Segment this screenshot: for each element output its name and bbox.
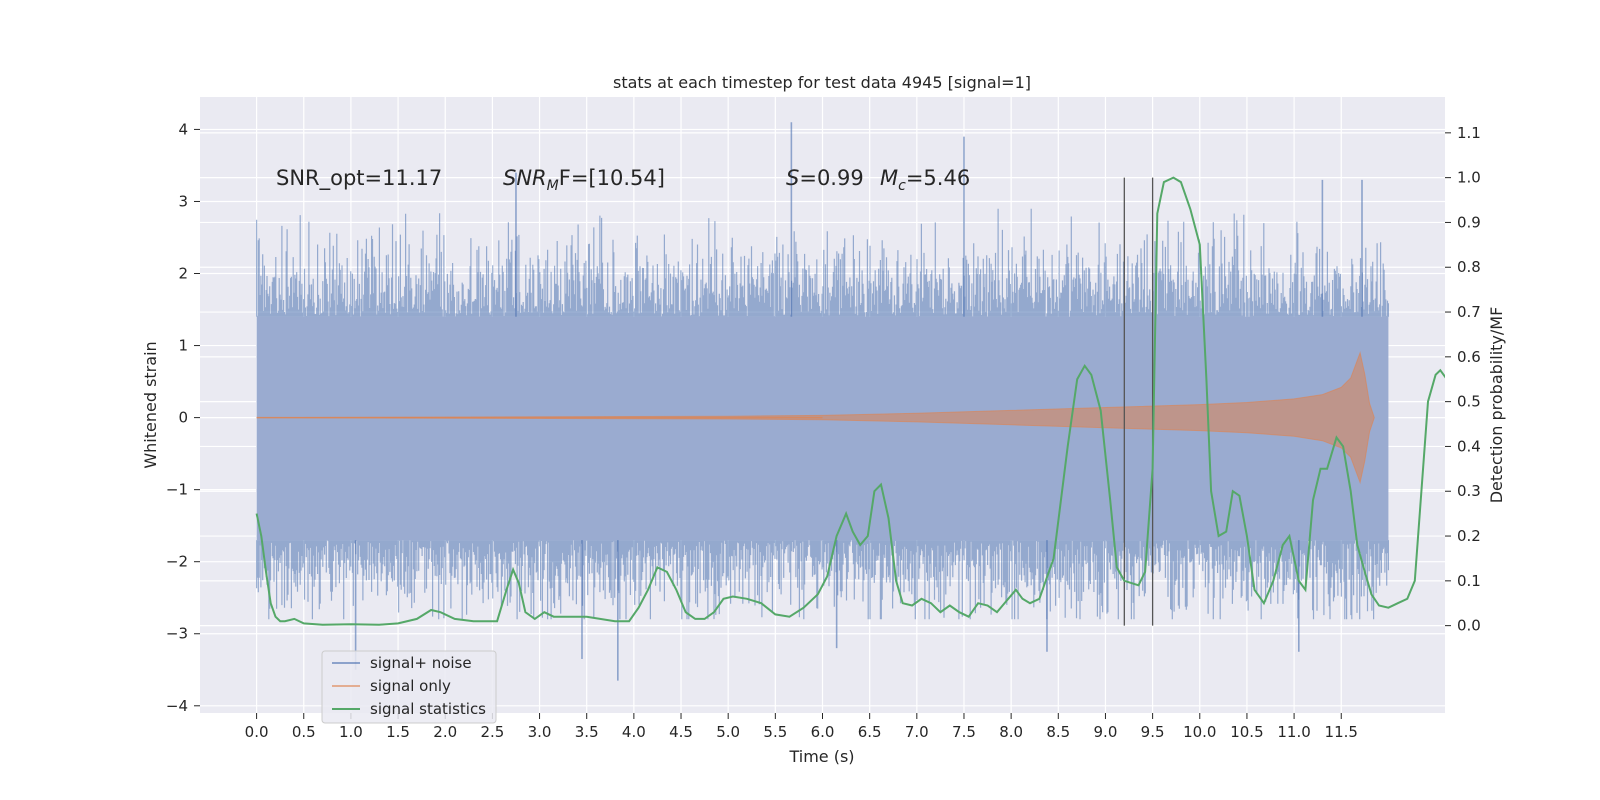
- annotation-mc-subscript: c: [898, 178, 906, 194]
- y-right-tick-label: 0.6: [1457, 348, 1481, 366]
- y-right-tick-label: 0.1: [1457, 572, 1481, 590]
- x-tick-label: 2.0: [433, 723, 457, 741]
- x-tick-label: 11.0: [1277, 723, 1310, 741]
- y-tick-label: 1: [178, 337, 188, 355]
- y-right-tick-label: 0.4: [1457, 437, 1481, 455]
- annotation-snr-opt: SNR_opt=11.17: [276, 166, 442, 191]
- y-right-tick-label: 0.2: [1457, 527, 1481, 545]
- legend-box: [321, 650, 497, 724]
- y-axis-right-label: Detection probability/MF: [1487, 307, 1506, 504]
- y-right-tick-label: 0.3: [1457, 482, 1481, 500]
- y-right-tick-label: 1.1: [1457, 124, 1481, 142]
- annotation-mc: Mc=5.46: [880, 166, 970, 194]
- x-tick-label: 8.0: [999, 723, 1023, 741]
- annotation-snr-mf: SNRMF=[10.54]: [503, 166, 665, 194]
- y-tick-label: −2: [166, 553, 188, 571]
- x-tick-label: 10.5: [1230, 723, 1263, 741]
- data-layer: [255, 122, 1445, 681]
- x-tick-label: 4.0: [622, 723, 646, 741]
- legend: signal+ noise signal only signal statist…: [321, 650, 497, 724]
- x-tick-label: 3.5: [575, 723, 599, 741]
- noise-series: [256, 208, 1389, 620]
- annotation-mc-symbol: M: [880, 166, 898, 190]
- annotation-snr-mf-value: F=[10.54]: [559, 166, 665, 190]
- x-axis-label: Time (s): [788, 747, 854, 766]
- x-tick-label: 9.0: [1094, 723, 1118, 741]
- y-right-tick-label: 0.5: [1457, 393, 1481, 411]
- y-tick-label: 2: [178, 265, 188, 283]
- x-tick-label: 6.0: [811, 723, 835, 741]
- annotation-s-value: =0.99: [799, 166, 863, 190]
- x-tick-label: 1.5: [386, 723, 410, 741]
- x-tick-label: 2.5: [480, 723, 504, 741]
- x-tick-label: 0.0: [245, 723, 269, 741]
- x-tick-label: 8.5: [1046, 723, 1070, 741]
- x-tick-label: 3.0: [528, 723, 552, 741]
- y-tick-label: 3: [178, 192, 188, 210]
- annotation-s: S=0.99: [786, 166, 864, 190]
- signal-statistics-series: [255, 176, 1445, 626]
- legend-label-statistics: signal statistics: [370, 700, 486, 718]
- annotation-snr-mf-symbol: SNR: [503, 166, 547, 190]
- x-tick-label: 5.0: [716, 723, 740, 741]
- y-axis-label: Whitened strain: [141, 341, 160, 468]
- x-tick-label: 11.5: [1325, 723, 1358, 741]
- y-tick-label: 4: [178, 120, 188, 138]
- annotation-s-symbol: S: [786, 166, 799, 190]
- annotation-mc-value: =5.46: [906, 166, 970, 190]
- y-right-tick-label: 0.7: [1457, 303, 1481, 321]
- x-tick-label: 10.0: [1183, 723, 1216, 741]
- legend-label-noise: signal+ noise: [370, 654, 472, 672]
- y-tick-label: −1: [166, 481, 188, 499]
- y-right-tick-label: 0.8: [1457, 258, 1481, 276]
- y-right-tick-label: 0.9: [1457, 213, 1481, 231]
- x-tick-label: 0.5: [292, 723, 316, 741]
- y-tick-label: 0: [178, 409, 188, 427]
- x-tick-label: 1.0: [339, 723, 363, 741]
- annotation-snr-mf-subscript: M: [547, 178, 559, 194]
- x-tick-label: 7.5: [952, 723, 976, 741]
- y-right-tick-label: 0.0: [1457, 617, 1481, 635]
- axes: 0.0 0.5 1.0 1.5 2.0 2.5 3.0 3.5 4.0 4.5 5.0 5.5 6.0 6…: [166, 120, 1481, 741]
- x-tick-label: 9.5: [1141, 723, 1165, 741]
- x-tick-label: 6.5: [858, 723, 882, 741]
- x-tick-label: 4.5: [669, 723, 693, 741]
- chart-title: stats at each timestep for test data 494…: [613, 73, 1031, 92]
- y-tick-label: −3: [166, 625, 188, 643]
- y-right-tick-label: 1.0: [1457, 169, 1481, 187]
- x-tick-label: 7.0: [905, 723, 929, 741]
- legend-label-signal: signal only: [370, 677, 451, 695]
- x-tick-label: 5.5: [763, 723, 787, 741]
- y-tick-label: −4: [166, 697, 188, 715]
